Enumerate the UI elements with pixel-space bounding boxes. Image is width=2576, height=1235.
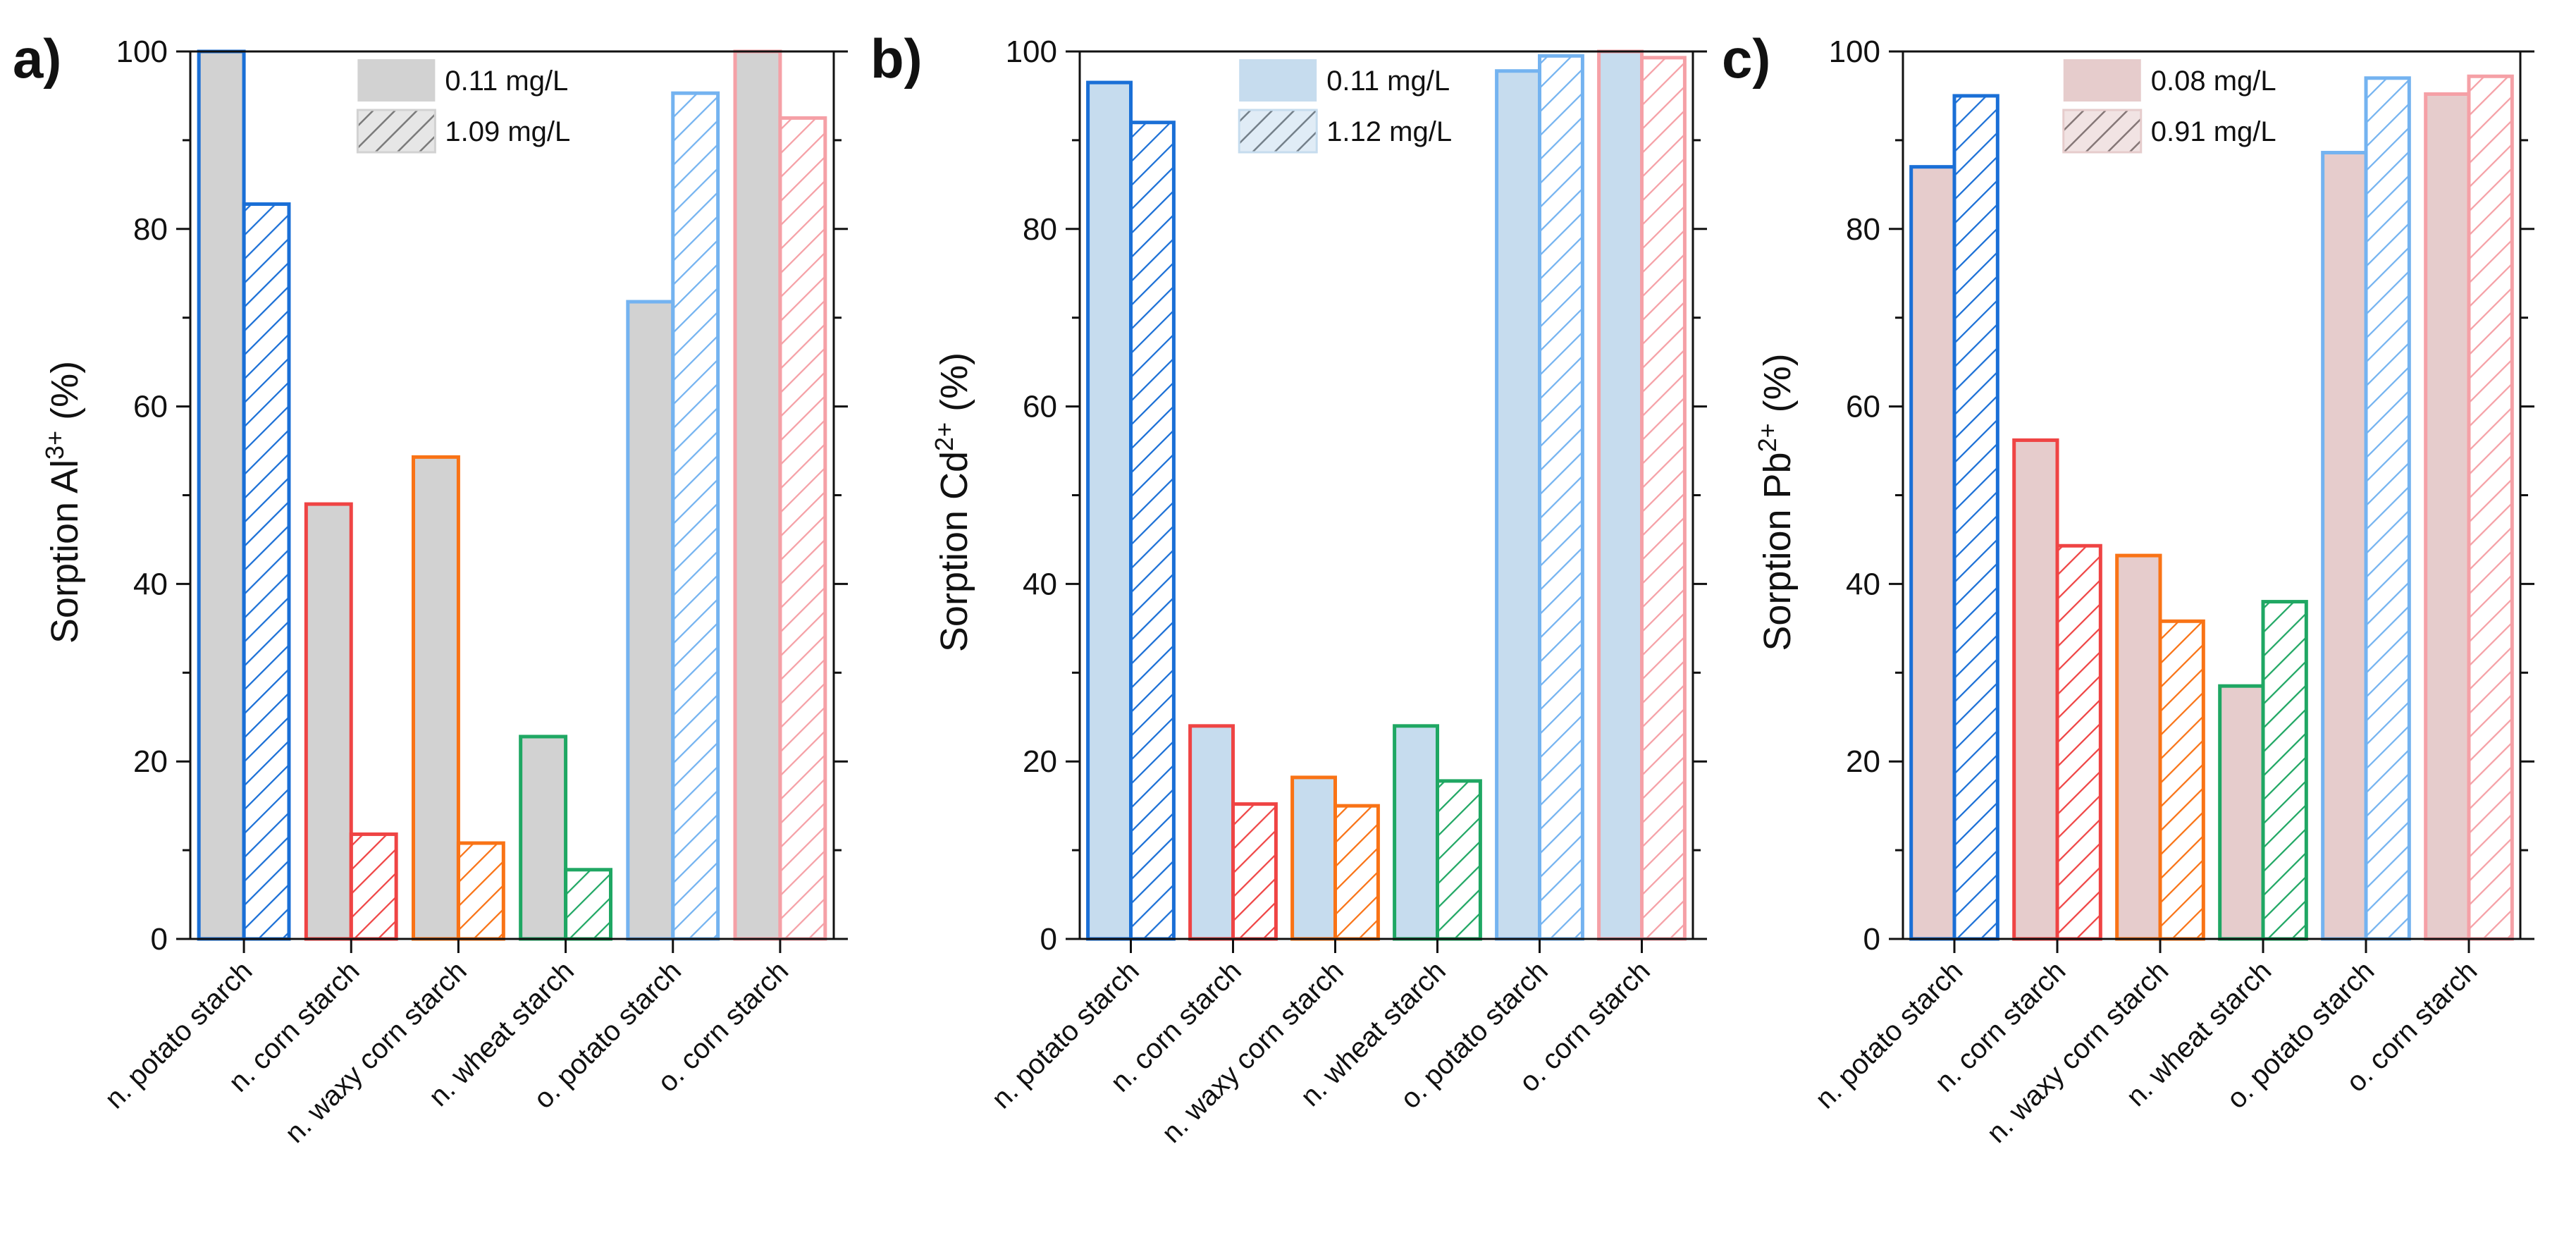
y-tick-label: 100 xyxy=(1006,35,1057,69)
bar-low-conc-n-potato-starch xyxy=(1909,165,1956,941)
panel-label: c) xyxy=(1722,27,1770,90)
bar-high-conc-n-waxy-corn-starch xyxy=(2158,619,2205,941)
y-axis-title: Sorption Cd2+ (%) xyxy=(930,352,975,652)
y-tick-label: 20 xyxy=(1846,744,1880,779)
bar-high-conc-o-corn-starch xyxy=(778,116,827,941)
x-tick-label: n. waxy corn starch xyxy=(279,955,473,1149)
x-tick-label: n. potato starch xyxy=(99,955,258,1114)
y-tick-label: 60 xyxy=(1023,390,1057,424)
y-tick-label: 60 xyxy=(133,390,168,424)
y-axis-title: Sorption Al3+ (%) xyxy=(40,361,86,644)
y-tick-label: 40 xyxy=(133,567,168,601)
bar-high-conc-n-waxy-corn-starch xyxy=(1333,804,1380,941)
bar-high-conc-o-potato-starch xyxy=(671,91,720,941)
bar-low-conc-n-waxy-corn-starch xyxy=(412,455,460,941)
bar-low-conc-n-waxy-corn-starch xyxy=(2115,553,2162,941)
bar-high-conc-n-wheat-starch xyxy=(564,868,612,941)
y-axis-title: Sorption Pb2+ (%) xyxy=(1753,353,1799,651)
bar-high-conc-n-potato-starch xyxy=(242,202,291,941)
y-tick-label: 0 xyxy=(151,922,168,957)
legend-swatch-tint xyxy=(1239,110,1317,152)
y-tick-label: 80 xyxy=(1023,212,1057,247)
bar-high-conc-n-wheat-starch xyxy=(2261,600,2308,941)
y-tick-label: 100 xyxy=(1829,35,1880,69)
legend-label: 0.91 mg/L xyxy=(2151,116,2276,147)
bar-high-conc-o-corn-starch xyxy=(1640,56,1687,941)
bar-high-conc-n-corn-starch xyxy=(2055,543,2102,941)
y-tick-label: 60 xyxy=(1846,390,1880,424)
bar-high-conc-n-corn-starch xyxy=(349,832,398,941)
y-tick-label: 0 xyxy=(1040,922,1057,957)
bar-high-conc-o-potato-starch xyxy=(1538,54,1584,941)
bar-low-conc-o-corn-starch xyxy=(2424,92,2471,941)
bar-low-conc-n-corn-starch xyxy=(2012,438,2059,941)
panel-label: a) xyxy=(13,27,61,90)
bar-high-conc-n-potato-starch xyxy=(1129,121,1176,941)
y-tick-label: 80 xyxy=(1846,212,1880,247)
bar-high-conc-n-potato-starch xyxy=(1952,94,1999,941)
y-tick-label: 20 xyxy=(1023,744,1057,779)
legend-swatch xyxy=(357,59,436,102)
legend-swatch-tint xyxy=(2063,110,2141,152)
y-tick-label: 40 xyxy=(1023,567,1057,601)
bar-low-conc-o-corn-starch xyxy=(1597,49,1644,941)
bar-high-conc-n-waxy-corn-starch xyxy=(456,841,505,941)
y-tick-label: 20 xyxy=(133,744,168,779)
panel-label: b) xyxy=(870,27,923,90)
legend-swatch xyxy=(2063,59,2141,102)
bar-low-conc-n-wheat-starch xyxy=(1393,724,1439,941)
bar-low-conc-o-corn-starch xyxy=(733,49,782,941)
y-tick-label: 80 xyxy=(133,212,168,247)
bar-low-conc-n-waxy-corn-starch xyxy=(1290,775,1337,941)
bar-low-conc-n-corn-starch xyxy=(304,502,353,941)
legend-label: 0.11 mg/L xyxy=(445,66,568,97)
bar-high-conc-n-corn-starch xyxy=(1231,802,1278,941)
bar-high-conc-n-wheat-starch xyxy=(1436,779,1482,941)
legend: 0.11 mg/L 1.09 mg/L xyxy=(356,59,570,154)
bar-high-conc-o-potato-starch xyxy=(2364,76,2411,941)
y-tick-label: 40 xyxy=(1846,567,1880,601)
legend-label: 0.08 mg/L xyxy=(2151,66,2276,97)
y-tick-label: 0 xyxy=(1863,922,1880,957)
bar-low-conc-n-potato-starch xyxy=(197,49,246,941)
bar-low-conc-n-potato-starch xyxy=(1086,80,1133,941)
legend-label: 1.12 mg/L xyxy=(1326,116,1452,147)
x-tick-label: n. waxy corn starch xyxy=(1981,955,2175,1149)
bar-high-conc-o-corn-starch xyxy=(2467,74,2514,941)
bar-low-conc-n-wheat-starch xyxy=(519,735,568,941)
bar-low-conc-n-wheat-starch xyxy=(2218,684,2265,941)
bar-low-conc-o-potato-starch xyxy=(2321,151,2368,941)
bar-low-conc-o-potato-starch xyxy=(626,300,675,941)
y-tick-label: 100 xyxy=(116,35,168,69)
legend-swatch xyxy=(1239,59,1317,102)
legend-swatch-tint xyxy=(357,110,436,152)
legend: 0.08 mg/L 0.91 mg/L xyxy=(2062,59,2276,154)
bar-low-conc-n-corn-starch xyxy=(1188,724,1235,941)
legend: 0.11 mg/L 1.12 mg/L xyxy=(1238,59,1452,154)
legend-label: 1.09 mg/L xyxy=(445,116,570,147)
legend-label: 0.11 mg/L xyxy=(1326,66,1450,97)
bar-low-conc-o-potato-starch xyxy=(1495,69,1542,941)
x-tick-label: n. waxy corn starch xyxy=(1156,955,1350,1149)
